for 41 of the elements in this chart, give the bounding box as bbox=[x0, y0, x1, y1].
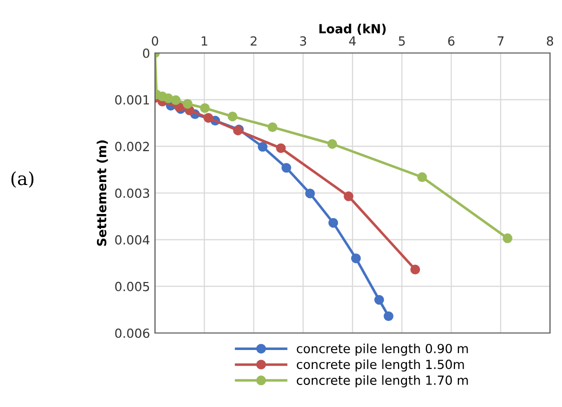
y-tick-label: 0 bbox=[143, 48, 150, 58]
y-tick-label: 0.006 bbox=[115, 328, 150, 338]
point bbox=[384, 311, 394, 322]
point bbox=[374, 295, 384, 305]
x-tick-label: 3 bbox=[300, 36, 306, 46]
point bbox=[410, 264, 420, 274]
point bbox=[276, 143, 286, 154]
point bbox=[281, 162, 292, 173]
x-axis-title: Load (kN) bbox=[319, 24, 386, 35]
x-tick-label: 2 bbox=[250, 36, 256, 46]
x-tick-label: 8 bbox=[546, 36, 554, 46]
x-tick-label: 1 bbox=[202, 36, 208, 46]
point bbox=[344, 191, 354, 202]
point bbox=[203, 113, 214, 123]
y-tick-label: 0.001 bbox=[115, 95, 149, 105]
y-tick-label: 0.002 bbox=[115, 142, 149, 152]
y-tick-label: 0.005 bbox=[115, 282, 150, 292]
point bbox=[305, 188, 315, 198]
point bbox=[328, 218, 338, 228]
point bbox=[258, 142, 268, 152]
y-axis-title: Settlement (m) bbox=[96, 140, 108, 246]
point bbox=[268, 122, 278, 132]
legend-label: concrete pile length 1.70 m bbox=[296, 375, 468, 388]
x-tick-label: 6 bbox=[448, 36, 454, 46]
x-tick-label: 0 bbox=[152, 36, 158, 46]
point bbox=[327, 139, 338, 149]
point bbox=[502, 233, 512, 244]
point bbox=[170, 95, 181, 105]
point bbox=[417, 172, 427, 182]
legend-label: concrete pile length 1.50m bbox=[296, 359, 464, 372]
x-tick-label: 7 bbox=[498, 36, 504, 46]
y-tick-label: 0.003 bbox=[115, 188, 150, 198]
x-tick-label: 4 bbox=[349, 36, 356, 46]
point bbox=[228, 112, 238, 122]
y-tick-label: 0.004 bbox=[115, 235, 150, 245]
point bbox=[351, 253, 361, 264]
x-tick-label: 5 bbox=[398, 36, 405, 46]
legend-label: concrete pile length 0.90 m bbox=[296, 344, 468, 356]
text: (a) bbox=[11, 171, 34, 188]
point bbox=[182, 99, 192, 109]
point bbox=[200, 103, 210, 113]
